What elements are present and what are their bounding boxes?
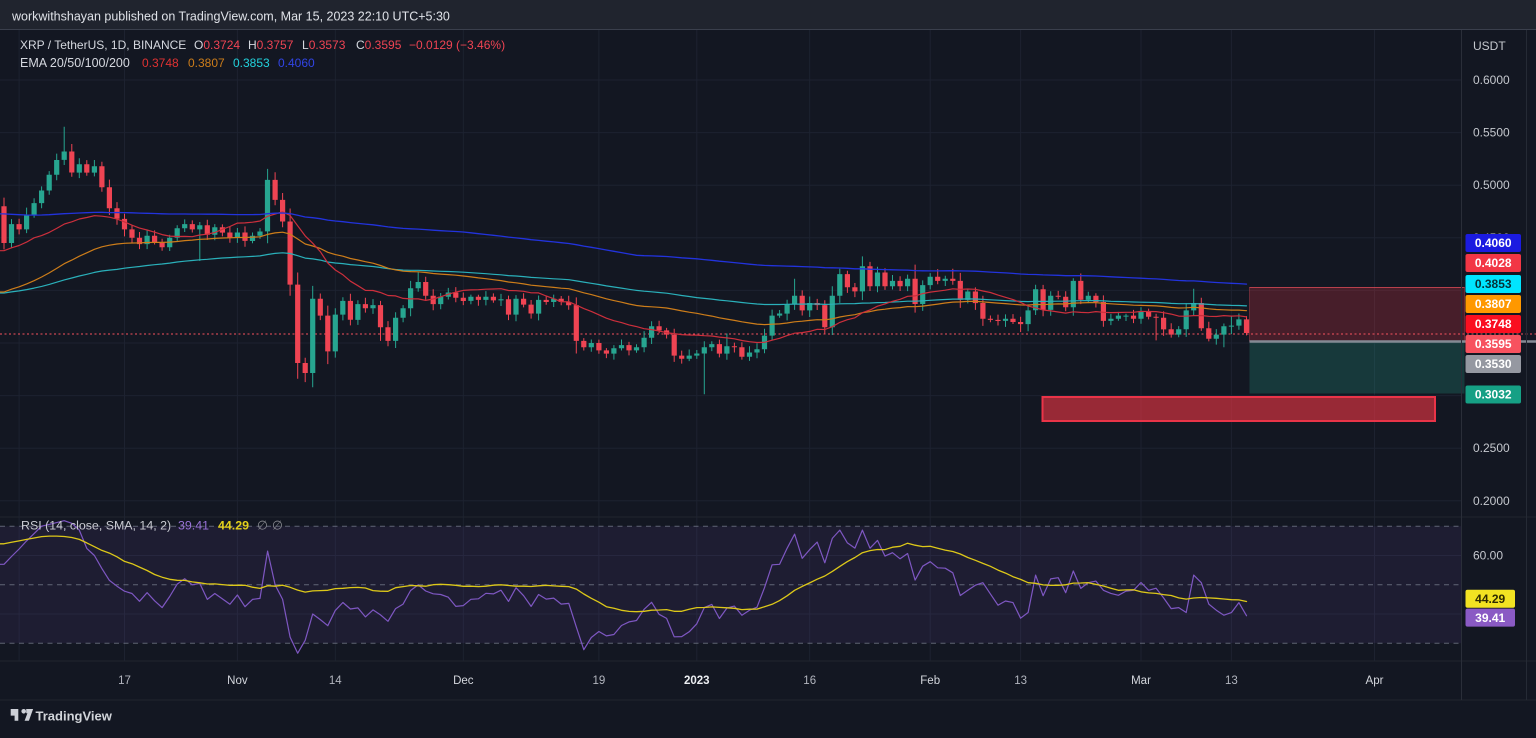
svg-text:0.3748: 0.3748 (142, 56, 179, 70)
svg-text:0.3748: 0.3748 (1475, 317, 1512, 331)
svg-text:17: 17 (118, 675, 131, 687)
svg-text:workwithshayan published on Tr: workwithshayan published on TradingView.… (11, 10, 450, 24)
svg-text:13: 13 (1225, 675, 1238, 687)
svg-text:Mar: Mar (1131, 675, 1151, 687)
svg-text:O0.3724: O0.3724 (194, 38, 240, 52)
svg-text:13: 13 (1014, 675, 1027, 687)
svg-text:0.3530: 0.3530 (1475, 357, 1512, 371)
svg-text:60.00: 60.00 (1473, 549, 1503, 563)
svg-text:0.2000: 0.2000 (1473, 494, 1510, 508)
svg-text:0.5000: 0.5000 (1473, 178, 1510, 192)
svg-text:0.3595: 0.3595 (1475, 337, 1512, 351)
svg-text:Feb: Feb (920, 675, 940, 687)
svg-text:Dec: Dec (453, 675, 474, 687)
svg-text:C0.3595: C0.3595 (356, 38, 402, 52)
svg-text:39.41: 39.41 (178, 519, 209, 533)
svg-text:Nov: Nov (227, 675, 248, 687)
svg-text:2023: 2023 (684, 675, 710, 687)
svg-text:44.29: 44.29 (218, 519, 249, 533)
svg-text:∅: ∅ (257, 519, 268, 533)
svg-text:0.6000: 0.6000 (1473, 73, 1510, 87)
svg-text:0.3853: 0.3853 (233, 56, 270, 70)
svg-text:Apr: Apr (1366, 675, 1384, 687)
svg-text:EMA 20/50/100/200: EMA 20/50/100/200 (20, 56, 130, 70)
svg-text:16: 16 (803, 675, 816, 687)
svg-text:0.5500: 0.5500 (1473, 126, 1510, 140)
svg-text:14: 14 (329, 675, 342, 687)
svg-text:0.3807: 0.3807 (188, 56, 225, 70)
svg-text:H0.3757: H0.3757 (248, 38, 294, 52)
svg-text:19: 19 (593, 675, 606, 687)
svg-text:0.3032: 0.3032 (1475, 388, 1512, 402)
svg-text:0.4060: 0.4060 (278, 56, 315, 70)
svg-text:∅: ∅ (272, 519, 283, 533)
svg-text:XRP / TetherUS, 1D, BINANCE: XRP / TetherUS, 1D, BINANCE (20, 38, 186, 52)
svg-text:−0.0129 (−3.46%): −0.0129 (−3.46%) (409, 38, 505, 52)
svg-text:TradingView: TradingView (36, 709, 113, 724)
svg-text:0.3853: 0.3853 (1475, 277, 1512, 291)
svg-text:USDT: USDT (1473, 39, 1506, 53)
svg-text:0.3807: 0.3807 (1475, 297, 1512, 311)
svg-text:RSI (14, close, SMA, 14, 2): RSI (14, close, SMA, 14, 2) (21, 519, 171, 533)
svg-text:0.4028: 0.4028 (1475, 256, 1512, 270)
svg-text:44.29: 44.29 (1475, 592, 1505, 606)
svg-text:L0.3573: L0.3573 (302, 38, 346, 52)
svg-text:39.41: 39.41 (1475, 611, 1505, 625)
svg-text:0.2500: 0.2500 (1473, 441, 1510, 455)
svg-text:0.4060: 0.4060 (1475, 236, 1512, 250)
